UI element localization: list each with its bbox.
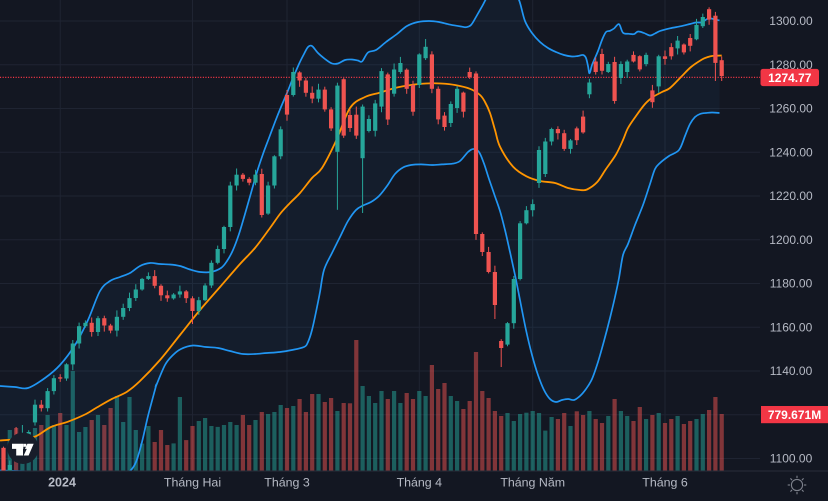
svg-text:1220.00: 1220.00 [769,189,813,203]
svg-text:Tháng 3: Tháng 3 [264,476,310,490]
svg-text:2024: 2024 [48,476,76,490]
svg-text:1200.00: 1200.00 [769,233,813,247]
svg-text:779.671M: 779.671M [768,408,821,422]
svg-text:1280.00: 1280.00 [769,58,813,72]
svg-text:1160.00: 1160.00 [770,320,813,334]
svg-text:1180.00: 1180.00 [770,277,813,291]
svg-text:1260.00: 1260.00 [769,102,813,116]
svg-text:Tháng Hai: Tháng Hai [164,476,221,490]
svg-text:1140.00: 1140.00 [770,364,813,378]
svg-text:1300.00: 1300.00 [769,14,813,28]
svg-text:Tháng 4: Tháng 4 [397,476,443,490]
svg-text:1100.00: 1100.00 [770,452,813,466]
svg-text:1274.77: 1274.77 [768,71,812,85]
svg-text:Tháng 6: Tháng 6 [642,476,688,490]
svg-text:1240.00: 1240.00 [769,145,813,159]
svg-text:Tháng Năm: Tháng Năm [500,476,565,490]
